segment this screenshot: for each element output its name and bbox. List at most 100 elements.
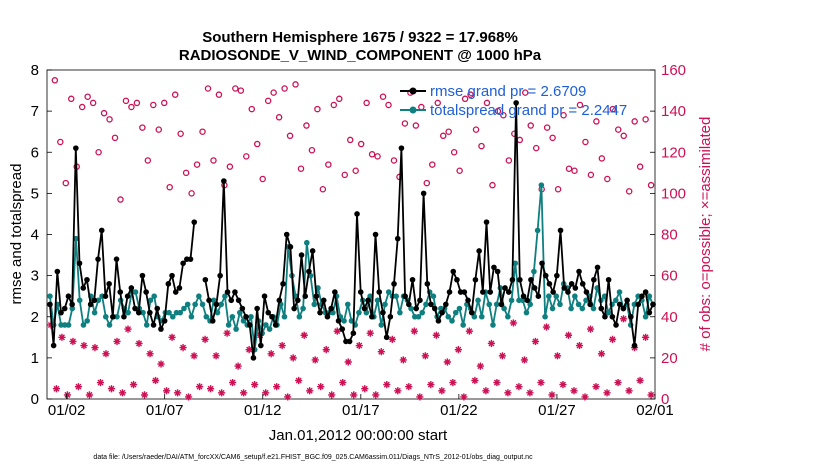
totalspread-point — [304, 240, 310, 246]
chart-subtitle: RADIOSONDE_V_WIND_COMPONENT @ 1000 hPa — [179, 47, 542, 64]
obs-assimilated-point — [86, 391, 93, 398]
y-axis-ticks: 012345678 — [31, 62, 52, 408]
totalspread-point — [282, 314, 288, 320]
rmse-point — [51, 343, 57, 349]
obs-assimilated-point — [350, 391, 357, 398]
obs-possible-point — [260, 176, 265, 181]
obs-assimilated-point — [543, 323, 550, 330]
rmse-point — [69, 302, 75, 308]
obs-assimilated-point — [581, 393, 588, 400]
totalspread-point — [345, 302, 351, 308]
obs-possible-point — [304, 123, 309, 128]
rmse-point — [221, 178, 227, 184]
obs-possible-point — [107, 117, 112, 122]
rmse-point — [384, 335, 390, 341]
rmse-point — [280, 281, 286, 287]
rmse-point — [258, 343, 264, 349]
chart-title: Southern Hemisphere 1675 / 9322 = 17.968… — [202, 29, 518, 46]
rmse-point — [524, 298, 530, 304]
obs-assimilated-point — [240, 389, 247, 396]
obs-assimilated-point — [537, 379, 544, 386]
obs-possible-point — [430, 162, 435, 167]
rmse-point — [495, 269, 501, 275]
obs-assimilated-point — [273, 383, 280, 390]
obs-assimilated-point — [185, 393, 192, 400]
obs-possible-point — [490, 183, 495, 188]
obs-assimilated-point — [559, 381, 566, 388]
obs-possible-point — [424, 180, 429, 185]
rmse-point — [439, 310, 445, 316]
totalspread-point — [267, 326, 273, 332]
rmse-point — [476, 248, 482, 254]
rmse-point — [539, 260, 545, 266]
obs-possible-point — [638, 164, 643, 169]
rmse-point — [314, 293, 320, 299]
rmse-point — [591, 277, 597, 283]
rmse-point — [95, 256, 101, 262]
rmse-point — [351, 330, 357, 336]
rmse-point — [643, 289, 649, 295]
obs-assimilated-point — [312, 356, 319, 363]
obs-assimilated-point — [102, 350, 109, 357]
rmse-point — [610, 314, 616, 320]
obs-assimilated-point — [190, 352, 197, 359]
rmse-point — [536, 293, 542, 299]
obs-assimilated-point — [433, 332, 440, 339]
obs-assimilated-point — [499, 352, 506, 359]
rmse-point — [554, 273, 560, 279]
rmse-point — [547, 281, 553, 287]
rmse-point — [598, 306, 604, 312]
obs-possible-point — [293, 82, 298, 87]
rmse-point — [632, 343, 638, 349]
rmse-point — [217, 273, 223, 279]
obs-possible-point — [359, 141, 364, 146]
totalspread-point — [107, 322, 113, 328]
obs-possible-point — [194, 162, 199, 167]
chart-svg: Southern Hemisphere 1675 / 9322 = 17.968… — [0, 0, 830, 470]
obs-assimilated-point — [64, 391, 71, 398]
obs-possible-point — [129, 104, 134, 109]
obs-possible-point — [375, 154, 380, 159]
obs-possible-point — [337, 96, 342, 101]
rmse-point — [499, 302, 505, 308]
obs-assimilated-point — [642, 334, 649, 341]
obs-assimilated-point — [235, 363, 242, 370]
totalspread-point — [92, 310, 98, 316]
obs-possible-point — [627, 189, 632, 194]
totalspread-point — [341, 318, 347, 324]
obs-assimilated-point — [218, 389, 225, 396]
rmse-point — [543, 273, 549, 279]
rmse-point — [332, 289, 338, 295]
obs-possible-point — [145, 158, 150, 163]
totalspread-point — [84, 318, 90, 324]
rmse-point — [339, 326, 345, 332]
y-tick-label: 0 — [31, 391, 39, 408]
obs-assimilated-point — [317, 383, 324, 390]
rmse-point — [573, 285, 579, 291]
obs-possible-point — [69, 96, 74, 101]
obs-assimilated-point — [229, 379, 236, 386]
obs-assimilated-point — [587, 325, 594, 332]
obs-possible-point — [216, 92, 221, 97]
obs-assimilated-point — [213, 352, 220, 359]
obs-possible-point — [118, 197, 123, 202]
rmse-point — [602, 314, 608, 320]
obs-assimilated-point — [383, 381, 390, 388]
rmse-point — [454, 277, 460, 283]
legend-spread-label: totalspread grand pr = 2.2447 — [430, 102, 627, 119]
rmse-point — [584, 289, 590, 295]
rmse-point — [154, 306, 160, 312]
legend-rmse-marker — [410, 88, 417, 95]
totalspread-point — [397, 310, 403, 316]
rmse-point — [236, 298, 242, 304]
rmse-point — [240, 306, 246, 312]
rmse-point — [421, 191, 427, 197]
obs-assimilated-point — [179, 344, 186, 351]
obs-possible-point — [364, 100, 369, 105]
obs-possible-point — [52, 78, 57, 83]
obs-possible-point — [287, 133, 292, 138]
rmse-point — [169, 273, 175, 279]
rmse-point — [291, 306, 297, 312]
obs-assimilated-point — [124, 325, 131, 332]
rmse-point — [624, 298, 630, 304]
